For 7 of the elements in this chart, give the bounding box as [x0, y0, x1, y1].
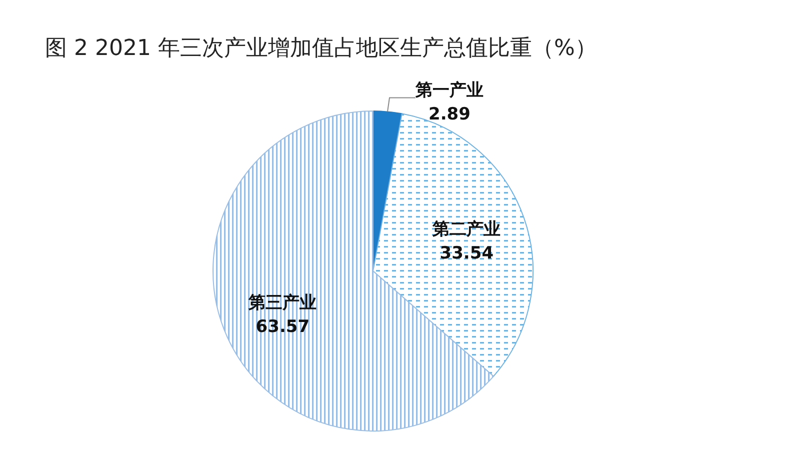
data-label: 2.89	[428, 104, 470, 125]
data-label: 63.57	[256, 317, 310, 338]
slice-label: 第二产业	[432, 219, 501, 240]
chart-title: 图 2 2021 年三次产业增加值占地区生产总值比重（%）	[45, 36, 597, 61]
slice-label: 第三产业	[248, 293, 317, 314]
slice-label: 第一产业	[414, 80, 484, 101]
data-label: 33.54	[440, 243, 494, 264]
